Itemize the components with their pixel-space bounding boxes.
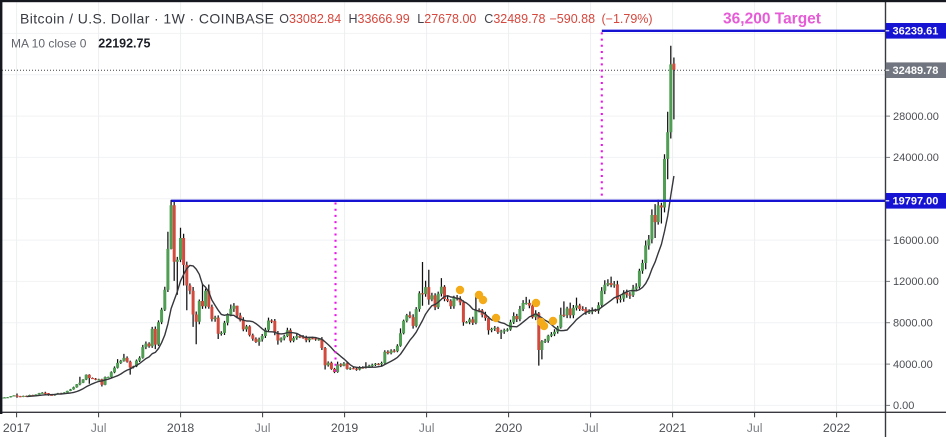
svg-text:12000.00: 12000.00	[893, 276, 939, 288]
svg-text:2019: 2019	[331, 421, 359, 435]
svg-text:2017: 2017	[3, 421, 31, 435]
svg-text:Jul: Jul	[91, 421, 107, 435]
svg-text:2021: 2021	[659, 421, 687, 435]
svg-text:2018: 2018	[167, 421, 195, 435]
svg-text:8000.00: 8000.00	[893, 318, 933, 330]
svg-text:2020: 2020	[495, 421, 523, 435]
svg-text:2022: 2022	[823, 421, 851, 435]
svg-text:4000.00: 4000.00	[893, 359, 933, 371]
svg-text:Jul: Jul	[747, 421, 763, 435]
svg-text:32489.78: 32489.78	[893, 65, 939, 77]
svg-text:19797.00: 19797.00	[893, 196, 939, 208]
svg-text:36,200 Target: 36,200 Target	[723, 11, 821, 28]
svg-text:16000.00: 16000.00	[893, 235, 939, 247]
svg-text:Jul: Jul	[255, 421, 271, 435]
svg-text:Jul: Jul	[583, 421, 599, 435]
svg-text:Jul: Jul	[419, 421, 435, 435]
svg-text:24000.00: 24000.00	[893, 152, 939, 164]
svg-text:36239.61: 36239.61	[893, 26, 939, 38]
svg-text:0.00: 0.00	[893, 400, 914, 412]
svg-text:Bitcoin / U.S. Dollar · 1W · C: Bitcoin / U.S. Dollar · 1W · COINBASE	[20, 11, 274, 27]
svg-text:28000.00: 28000.00	[893, 111, 939, 123]
